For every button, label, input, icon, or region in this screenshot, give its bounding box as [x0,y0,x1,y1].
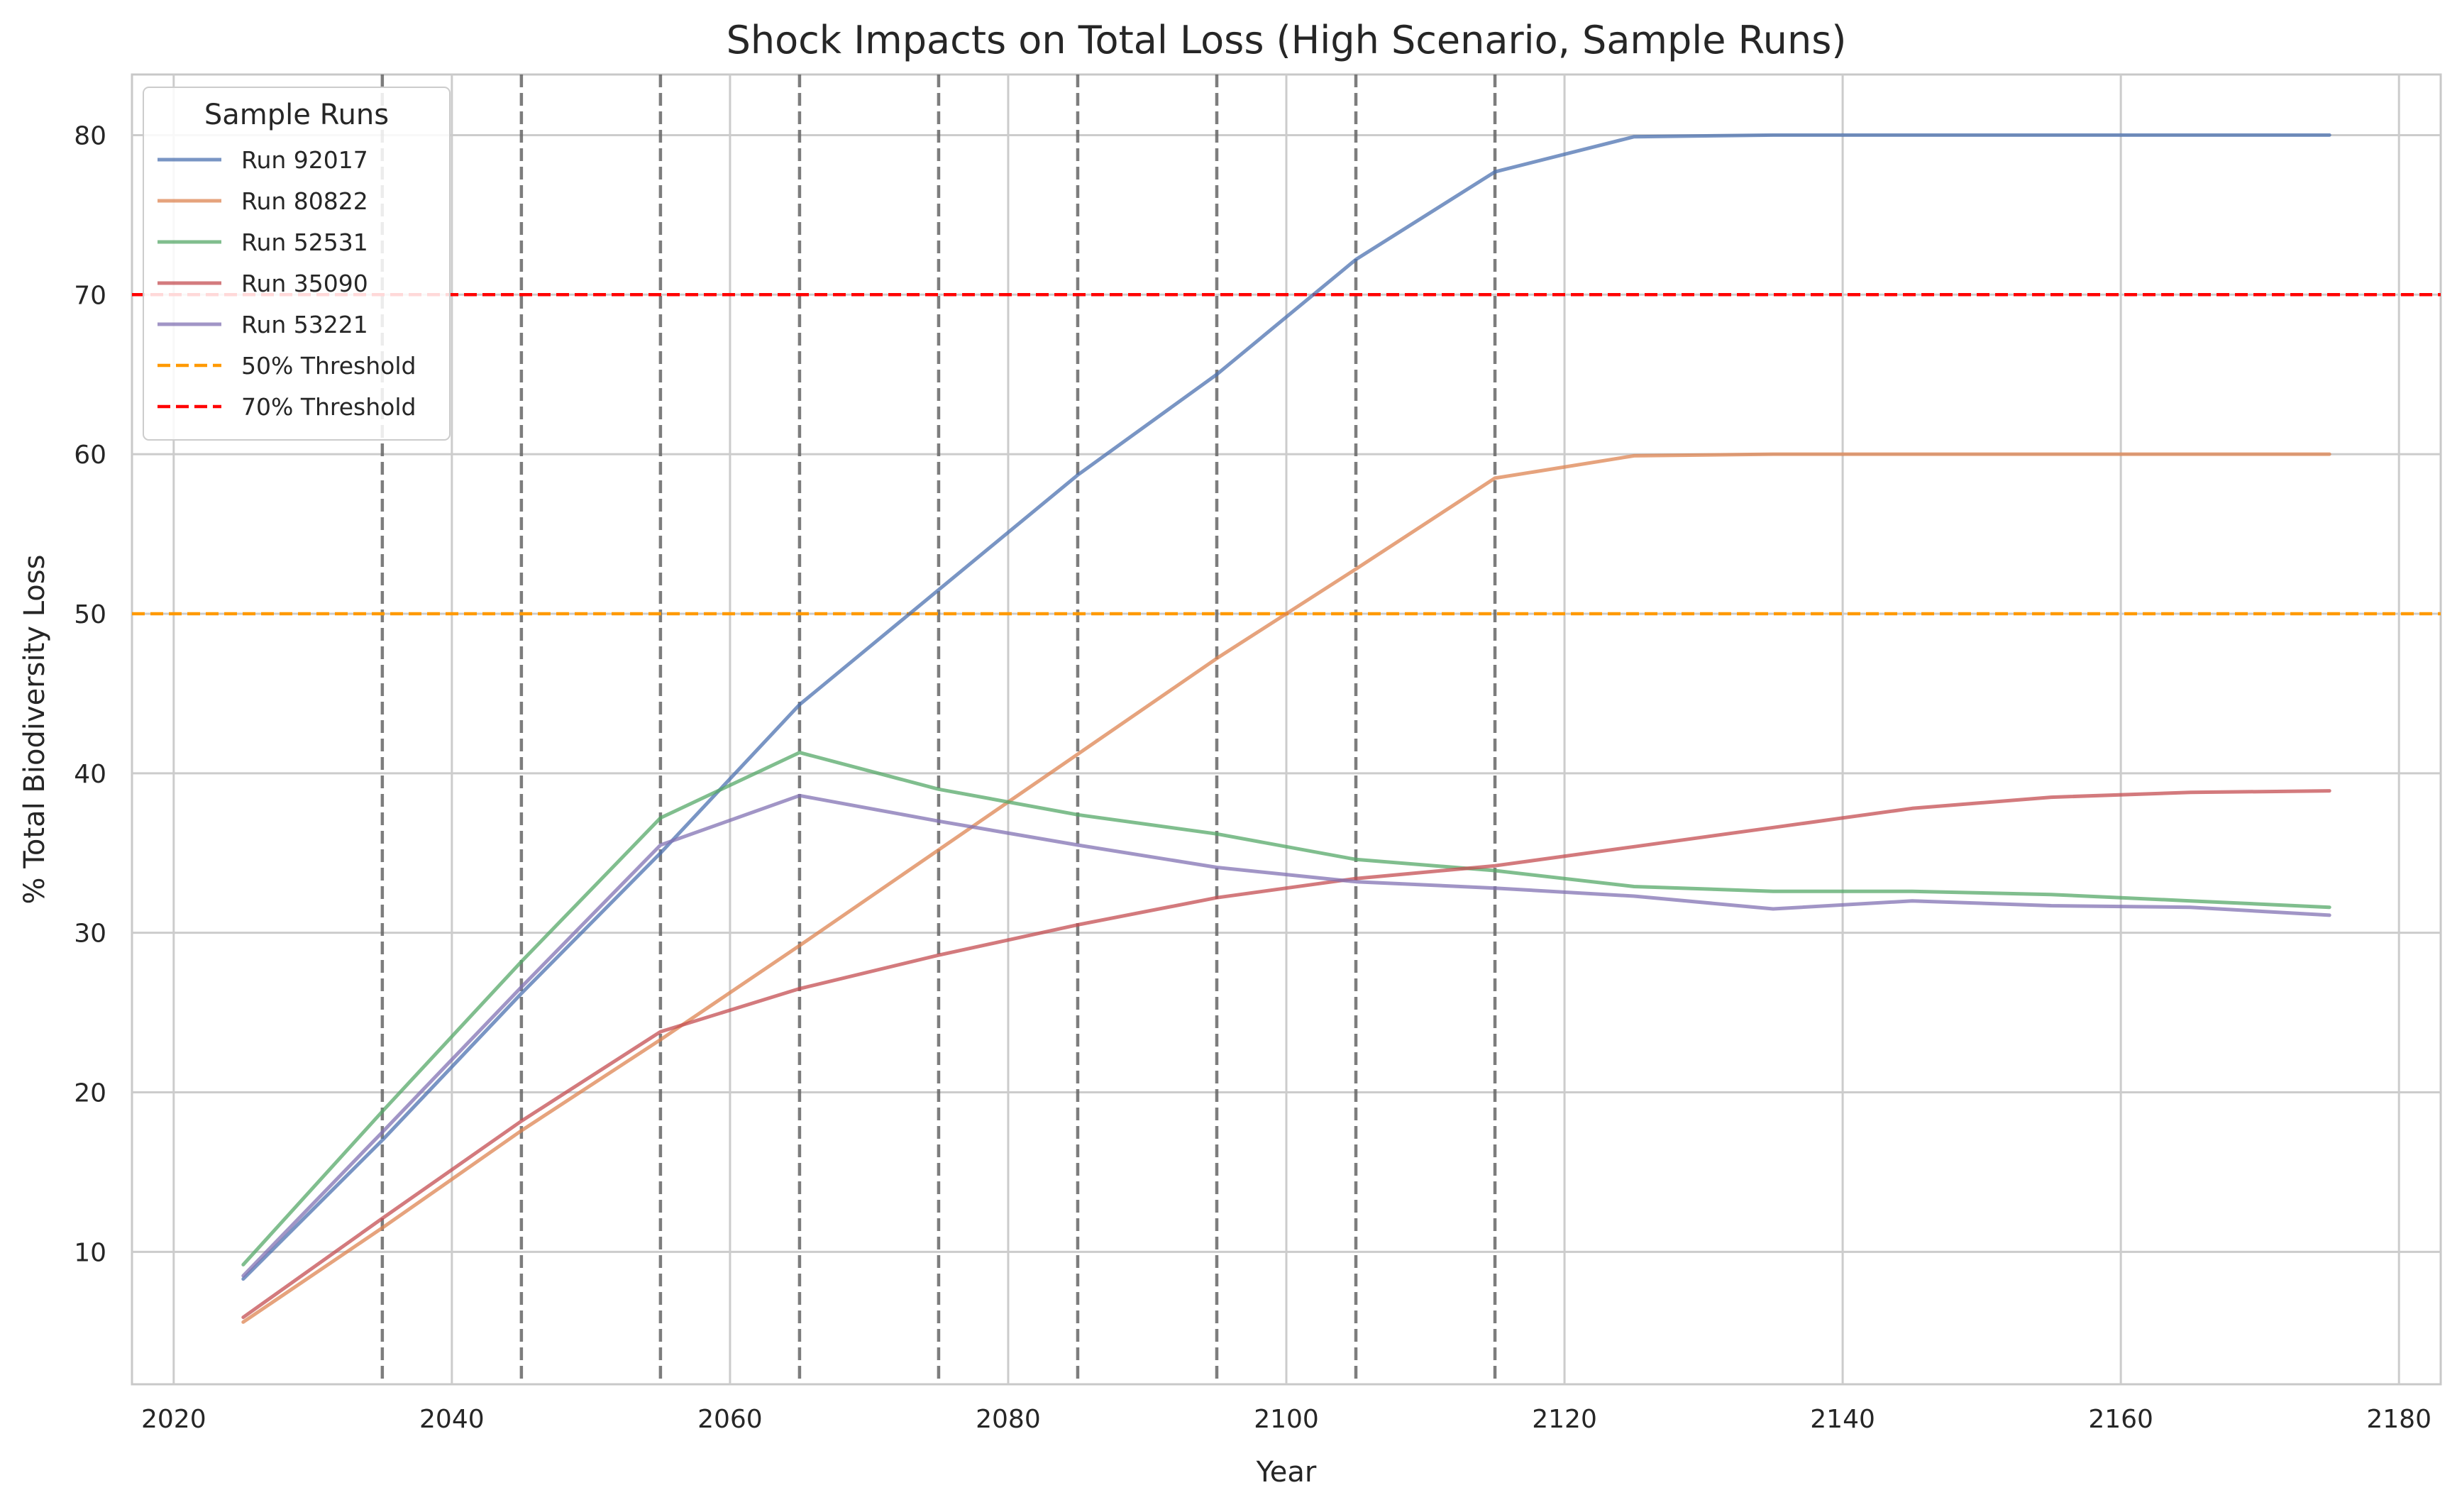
legend-title: Sample Runs [204,99,389,131]
legend-label: 50% Threshold [241,352,416,380]
legend-label: 70% Threshold [241,393,416,421]
legend-label: Run 53221 [241,311,368,338]
x-tick-label: 2080 [976,1405,1041,1434]
y-tick-label: 60 [74,441,106,470]
legend-box [143,87,451,441]
y-tick-label: 80 [74,121,106,150]
legend-label: Run 80822 [241,187,368,215]
x-tick-label: 2180 [2366,1405,2431,1434]
y-tick-label: 20 [74,1079,106,1108]
y-axis-label: % Total Biodiversity Loss [18,555,51,905]
x-tick-label: 2040 [419,1405,485,1434]
x-tick-label: 2100 [1254,1405,1319,1434]
shock-lines [380,75,1497,1384]
y-tick-label: 10 [74,1238,106,1267]
y-tick-labels: 10 20 30 40 50 60 70 80 [74,121,106,1267]
legend-label: Run 52531 [241,228,368,256]
y-tick-label: 50 [74,600,106,629]
legend-label: Run 35090 [241,270,368,297]
x-tick-label: 2160 [2088,1405,2153,1434]
series-line [241,789,2331,1320]
chart-title: Shock Impacts on Total Loss (High Scenar… [727,18,1847,62]
series-line [241,452,2331,1324]
x-tick-label: 2020 [141,1405,206,1434]
legend-items: Run 92017 Run 80822 Run 52531 Run 35090 Run … [158,146,416,421]
series-line [241,751,2331,1267]
series-line [241,133,2331,1281]
x-tick-labels: 2020 2040 2060 2080 2100 2120 2140 2160 2180 [141,1405,2431,1434]
x-tick-label: 2060 [697,1405,763,1434]
y-tick-label: 70 [74,281,106,310]
series-lines [241,133,2331,1324]
x-axis-label: Year [1256,1456,1317,1489]
y-tick-label: 40 [74,760,106,789]
x-tick-label: 2120 [1532,1405,1597,1434]
y-tick-label: 30 [74,920,106,949]
x-tick-label: 2140 [1810,1405,1875,1434]
legend-label: Run 92017 [241,146,368,174]
series-line [241,793,2331,1278]
